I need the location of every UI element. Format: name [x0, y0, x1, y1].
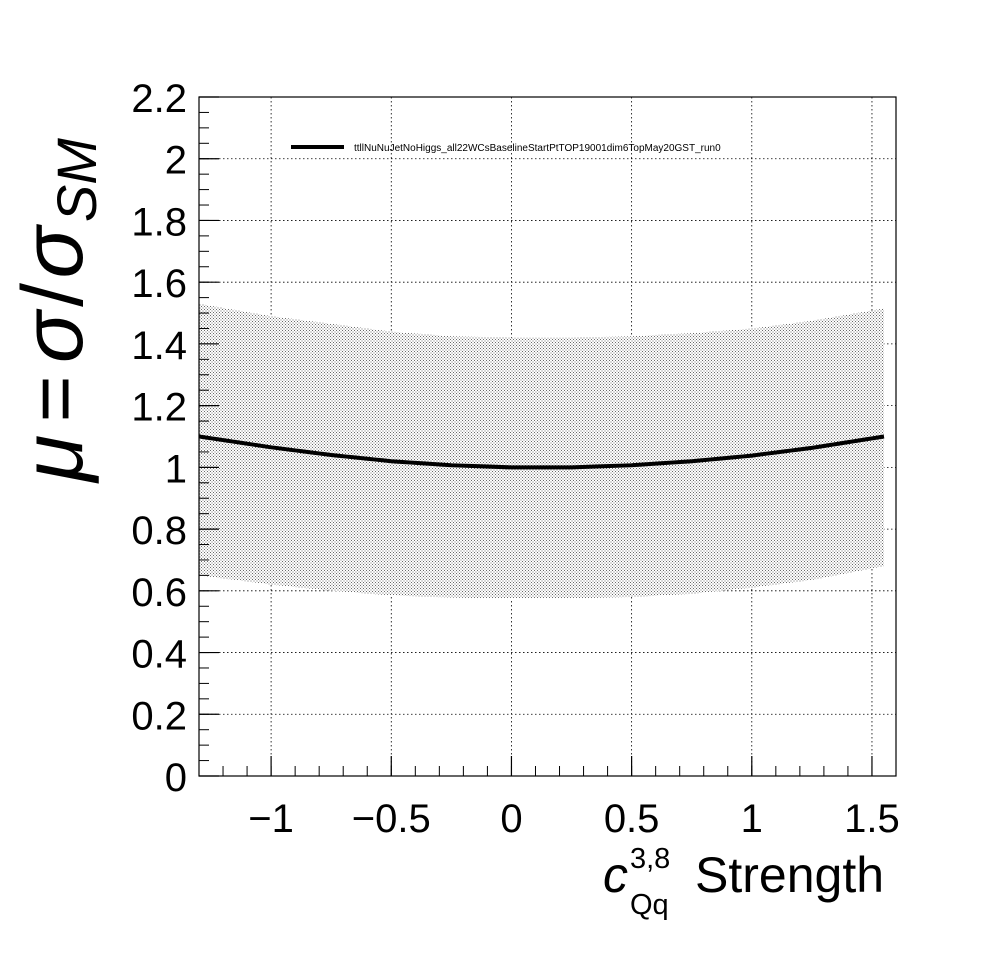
y-axis-title-sigma: σ [5, 308, 101, 363]
axis-ticks [198, 96, 897, 777]
y-tick-label-9: 1.8 [131, 200, 187, 244]
y-tick-label-3: 0.6 [131, 571, 187, 615]
x-axis-title: c 3,8 Qq Strength [603, 843, 884, 921]
y-tick-label-6: 1.2 [131, 386, 187, 430]
svg-text:μ = σ /: μ = σ / σ SM [5, 138, 108, 484]
y-tick-label-4: 0.8 [131, 509, 187, 553]
y-tick-label-7: 1.4 [131, 324, 187, 368]
legend: ttllNuNuJetNoHiggs_all22WCsBaselineStart… [291, 143, 721, 154]
series-line-0 [199, 434, 885, 470]
y-tick-label-10: 2 [165, 139, 187, 183]
x-axis-tick-labels: −1 −0.5 0 0.5 1 1.5 [248, 797, 899, 841]
y-axis-title: μ = σ / σ SM [5, 138, 108, 484]
x-tick-label-4: 1 [741, 797, 763, 841]
x-tick-label-1: −0.5 [352, 797, 431, 841]
uncertainty-band-area [199, 303, 884, 599]
legend-entry-label: ttllNuNuJetNoHiggs_all22WCsBaselineStart… [354, 143, 721, 154]
y-tick-label-1: 0.2 [131, 694, 187, 738]
y-axis-title-sm-subscript: SM [45, 138, 108, 222]
series-lines [199, 434, 885, 470]
x-axis-title-symbol: c [603, 847, 628, 903]
y-axis-tick-labels: 0 0.2 0.4 0.6 0.8 1 1.2 1.4 1.6 1.8 2 2.2 [131, 77, 187, 800]
x-axis-title-text: Strength [695, 847, 884, 903]
y-axis-title-equals: = [10, 376, 99, 423]
y-axis-title-slash: / [5, 283, 101, 307]
x-tick-label-2: 0 [500, 797, 522, 841]
y-tick-label-0: 0 [165, 756, 187, 800]
x-axis-title-subscript: Qq [630, 889, 669, 921]
y-axis-title-mu: μ [5, 435, 101, 484]
x-tick-label-5: 1.5 [844, 797, 900, 841]
y-axis-title-sigma-sm: σ [5, 223, 101, 278]
y-tick-label-11: 2.2 [131, 77, 187, 121]
y-tick-label-2: 0.4 [131, 633, 187, 677]
x-tick-label-3: 0.5 [604, 797, 660, 841]
x-tick-label-0: −1 [248, 797, 294, 841]
y-tick-label-8: 1.6 [131, 262, 187, 306]
y-tick-label-5: 1 [165, 447, 187, 491]
uncertainty-band [199, 303, 884, 599]
x-axis-title-superscript: 3,8 [630, 843, 670, 875]
